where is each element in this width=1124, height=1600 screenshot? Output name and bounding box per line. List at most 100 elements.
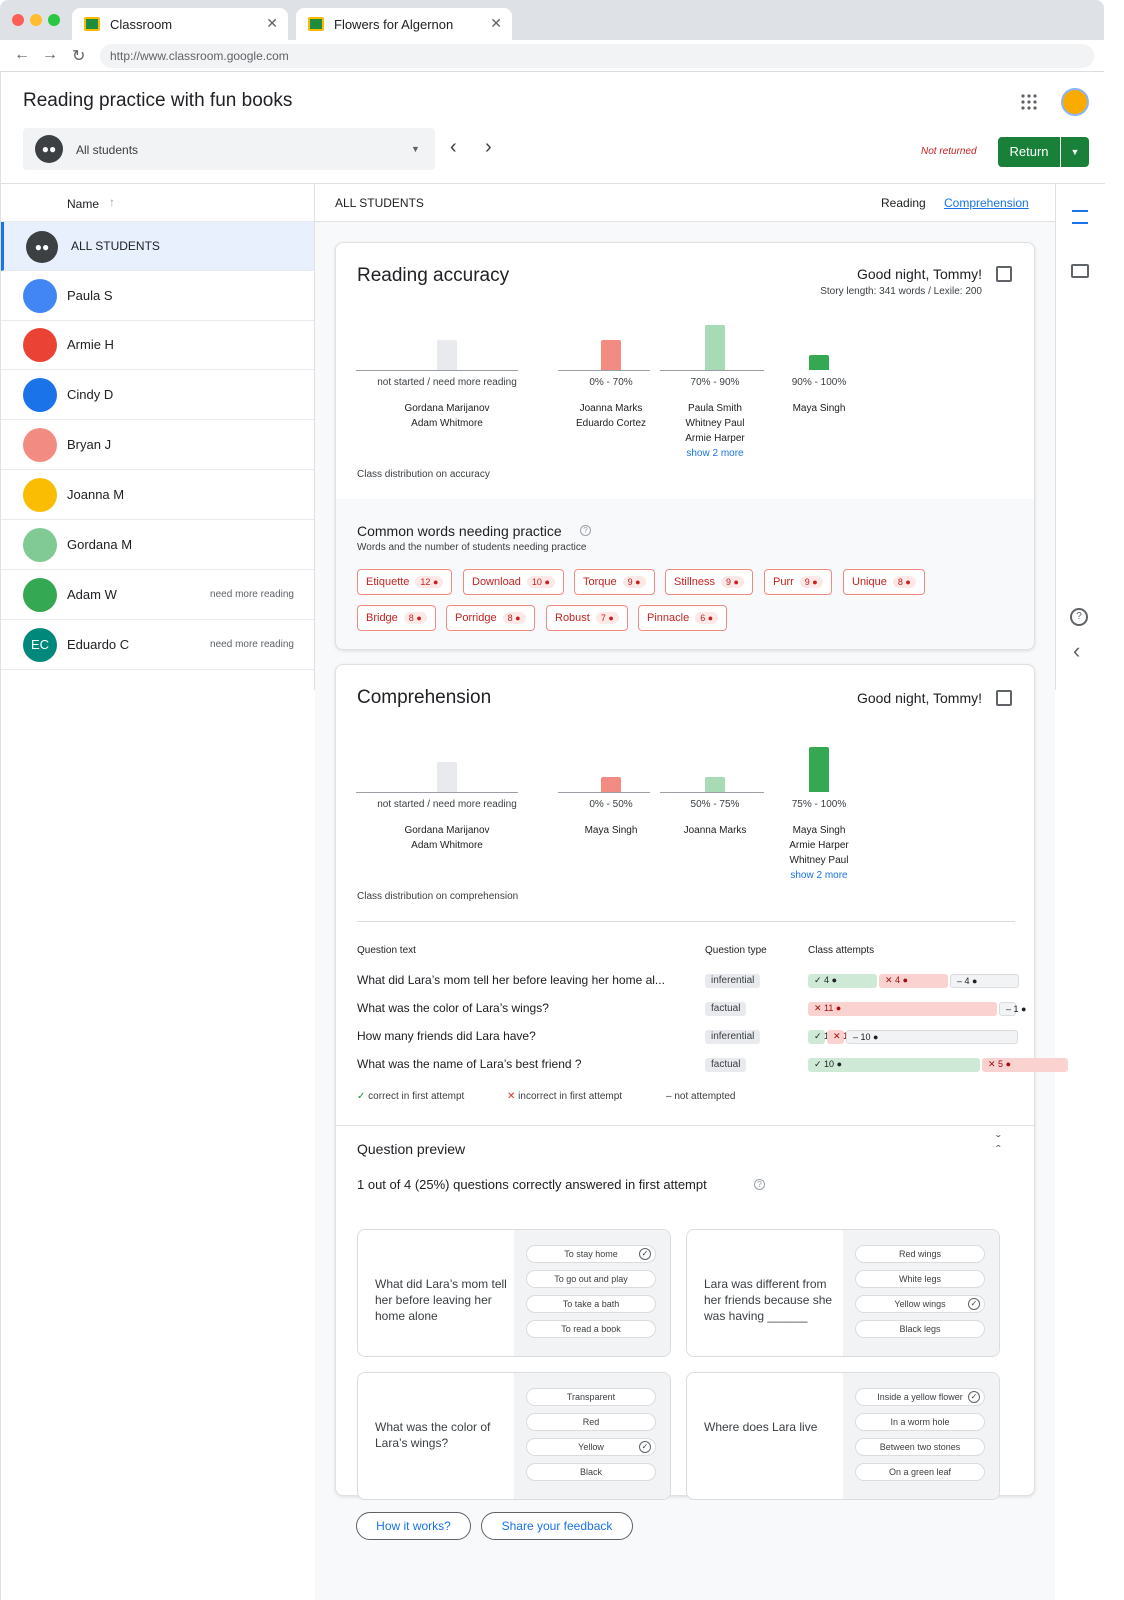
tab-comprehension[interactable]: Comprehension xyxy=(944,196,1029,210)
student-name: Joanna M xyxy=(67,487,125,502)
word-chip[interactable]: Bridge 8 ● xyxy=(357,605,436,631)
answer-option[interactable]: Black xyxy=(526,1463,656,1481)
show-more-link[interactable]: show 2 more xyxy=(686,448,744,459)
attempt-count: 5 xyxy=(998,1059,1004,1069)
maximize-window-dot[interactable] xyxy=(48,14,60,26)
question-text[interactable]: How many friends did Lara have? xyxy=(357,1029,536,1043)
sidebar-item-armie[interactable]: Armie H xyxy=(1,320,314,370)
back-arrow-icon[interactable]: ← xyxy=(14,46,30,63)
apps-grid-icon[interactable] xyxy=(1021,94,1037,110)
sidebar-item-paula[interactable]: Paula S xyxy=(1,271,314,321)
legend-not-attempted: – not attempted xyxy=(666,1091,736,1102)
close-tab-icon[interactable]: ✕ xyxy=(490,15,502,31)
legend-label: incorrect in first attempt xyxy=(518,1091,623,1102)
sidebar-item-bryan[interactable]: Bryan J xyxy=(1,420,314,470)
attempt-segment-correct: ✓ 4 ● xyxy=(808,974,877,988)
answer-option[interactable]: Red wings xyxy=(855,1245,985,1263)
forward-arrow-icon[interactable]: → xyxy=(42,46,58,63)
how-it-works-button[interactable]: How it works? xyxy=(356,1512,471,1540)
answer-option[interactable]: White legs xyxy=(855,1270,985,1288)
browser-tab-classroom[interactable]: Classroom ✕ xyxy=(72,8,288,40)
word-chip[interactable]: Unique 8 ● xyxy=(843,569,925,595)
question-type: factual xyxy=(705,1058,747,1072)
question-text[interactable]: What did Lara’s mom tell her before leav… xyxy=(357,973,665,987)
answer-option[interactable]: To stay home ✓ xyxy=(526,1245,656,1263)
url-input[interactable]: http://www.classroom.google.com xyxy=(100,44,1094,68)
need-reading-note: need more reading xyxy=(210,639,294,650)
word-chip[interactable]: Robust 7 ● xyxy=(546,605,628,631)
answer-option[interactable]: To go out and play xyxy=(526,1270,656,1288)
show-more-link[interactable]: show 2 more xyxy=(790,870,848,881)
return-options-dropdown-icon[interactable]: ▼ xyxy=(1061,137,1089,167)
help-icon[interactable]: ? xyxy=(754,1179,765,1190)
sidebar-item-gordana[interactable]: Gordana M xyxy=(1,520,314,570)
word-chip[interactable]: Stillness 9 ● xyxy=(665,569,753,595)
question-text[interactable]: What was the color of Lara’s wings? xyxy=(357,1001,549,1015)
distribution-bar xyxy=(437,762,457,792)
word-chip[interactable]: Torque 9 ● xyxy=(574,569,655,595)
previous-student-chevron-icon[interactable]: ‹ xyxy=(450,136,457,158)
sidebar-item-cindy[interactable]: Cindy D xyxy=(1,370,314,420)
close-window-dot[interactable] xyxy=(12,14,24,26)
reload-icon[interactable]: ↻ xyxy=(72,48,86,65)
answer-option[interactable]: Between two stones xyxy=(855,1438,985,1456)
answer-option[interactable]: On a green leaf xyxy=(855,1463,985,1481)
user-avatar[interactable] xyxy=(1061,88,1089,116)
sidebar-item-joanna[interactable]: Joanna M xyxy=(1,470,314,520)
collapse-chevron-icon[interactable]: ‹ xyxy=(1073,638,1081,663)
rubric-list-icon[interactable] xyxy=(1072,210,1088,224)
bucket-names: Maya Singh xyxy=(531,823,691,838)
check-icon: ✓ xyxy=(968,1391,980,1403)
sort-arrow-up-icon[interactable]: ↑ xyxy=(109,195,115,209)
word-chip[interactable]: Purr 9 ● xyxy=(764,569,832,595)
word-chip[interactable]: Pinnacle 6 ● xyxy=(638,605,728,631)
word-chip[interactable]: Etiquette 12 ● xyxy=(357,569,453,595)
answer-option[interactable]: Red xyxy=(526,1413,656,1431)
question-text[interactable]: What was the name of Lara’s best friend … xyxy=(357,1057,582,1071)
avatar: EC xyxy=(23,628,57,662)
return-button[interactable]: Return xyxy=(998,137,1060,167)
tab-reading[interactable]: Reading xyxy=(881,196,926,210)
open-external-icon[interactable] xyxy=(996,266,1012,282)
student-name: Gordana M xyxy=(67,537,133,552)
attempt-segment-none: – 1 ● xyxy=(999,1002,1026,1016)
close-tab-icon[interactable]: ✕ xyxy=(266,15,278,31)
help-icon[interactable]: ? xyxy=(1070,608,1088,626)
word-label: Etiquette xyxy=(366,576,410,588)
student-select-value: All students xyxy=(76,143,139,157)
sidebar-item-adam[interactable]: Adam W need more reading xyxy=(1,570,314,620)
card-title: Reading accuracy xyxy=(357,265,510,286)
open-external-icon[interactable] xyxy=(996,690,1012,706)
answer-option[interactable]: Yellow ✓ xyxy=(526,1438,656,1456)
answer-option[interactable]: To take a bath xyxy=(526,1295,656,1313)
word-chip[interactable]: Download 10 ● xyxy=(463,569,564,595)
share-feedback-button[interactable]: Share your feedback xyxy=(481,1512,633,1540)
attempt-count: 10 xyxy=(860,1032,871,1042)
app-header: Reading practice with fun books ●● All s… xyxy=(1,72,1105,184)
person-icon: ● xyxy=(430,577,439,587)
answer-option[interactable]: In a worm hole xyxy=(855,1413,985,1431)
answer-option[interactable]: Yellow wings ✓ xyxy=(855,1295,985,1313)
comment-icon[interactable] xyxy=(1071,264,1089,278)
help-icon[interactable]: ? xyxy=(580,525,591,536)
check-icon: ✓ xyxy=(968,1298,980,1310)
person-icon: ● xyxy=(632,577,641,587)
answer-option[interactable]: Inside a yellow flower ✓ xyxy=(855,1388,985,1406)
count-value: 7 xyxy=(600,613,606,623)
answer-options: Red wings White legs Yellow wings ✓ Black le… xyxy=(843,1230,999,1356)
attempt-segment-correct: ✓ 1 ● xyxy=(808,1030,837,1044)
name-column-header[interactable]: Name xyxy=(67,197,100,211)
answer-option[interactable]: Transparent xyxy=(526,1388,656,1406)
browser-tab-flowers[interactable]: Flowers for Algernon ✕ xyxy=(296,8,512,40)
sidebar-item-eduardo[interactable]: EC Eduardo C need more reading xyxy=(1,620,314,670)
minimize-window-dot[interactable] xyxy=(30,14,42,26)
next-student-chevron-icon[interactable]: › xyxy=(485,136,492,158)
attempt-count: 1 xyxy=(824,1031,829,1041)
word-chip[interactable]: Porridge 8 ● xyxy=(446,605,535,631)
answer-option[interactable]: To read a book xyxy=(526,1320,656,1338)
student-select-dropdown[interactable]: ●● All students ▼ xyxy=(23,128,435,170)
answer-option[interactable]: Black legs xyxy=(855,1320,985,1338)
sidebar-item-all-students[interactable]: ●● ALL STUDENTS xyxy=(1,222,314,271)
column-header: Question type xyxy=(705,945,767,956)
